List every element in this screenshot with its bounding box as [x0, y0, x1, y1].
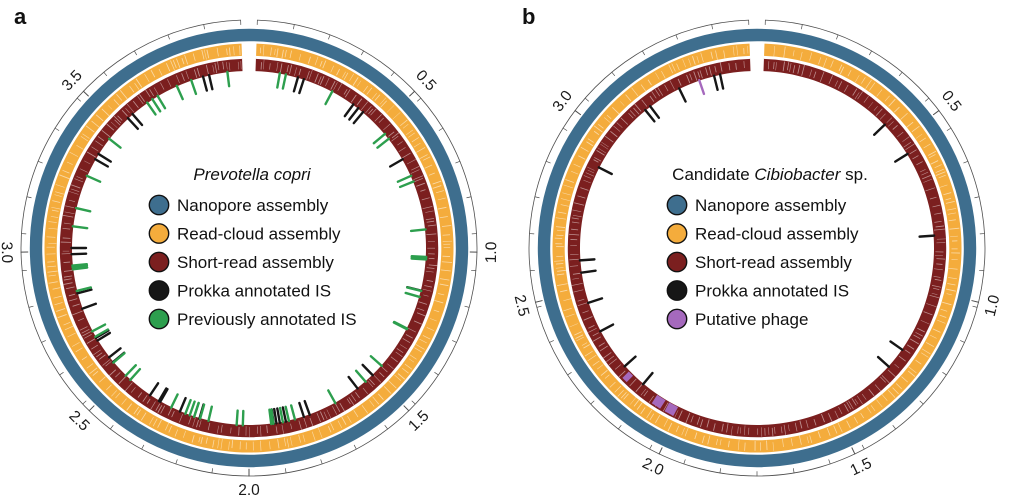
svg-text:Short-read assembly: Short-read assembly — [177, 253, 334, 272]
svg-text:Nanopore assembly: Nanopore assembly — [695, 196, 847, 215]
svg-text:Prokka annotated IS: Prokka annotated IS — [695, 282, 849, 301]
svg-text:3.0: 3.0 — [0, 242, 15, 264]
svg-text:1.0: 1.0 — [483, 241, 500, 263]
svg-text:a: a — [14, 4, 27, 29]
svg-text:Putative phage: Putative phage — [695, 310, 808, 329]
svg-text:Previously annotated IS: Previously annotated IS — [177, 310, 357, 329]
svg-text:Candidate Cibiobacter sp.: Candidate Cibiobacter sp. — [672, 165, 868, 184]
svg-text:Read-cloud assembly: Read-cloud assembly — [695, 225, 859, 244]
svg-text:2.0: 2.0 — [238, 482, 260, 499]
svg-text:Read-cloud assembly: Read-cloud assembly — [177, 225, 341, 244]
svg-text:Short-read assembly: Short-read assembly — [695, 253, 852, 272]
svg-text:Prevotella copri: Prevotella copri — [193, 165, 311, 184]
svg-text:b: b — [522, 4, 535, 29]
svg-text:Nanopore assembly: Nanopore assembly — [177, 196, 329, 215]
svg-text:Prokka annotated IS: Prokka annotated IS — [177, 282, 331, 301]
